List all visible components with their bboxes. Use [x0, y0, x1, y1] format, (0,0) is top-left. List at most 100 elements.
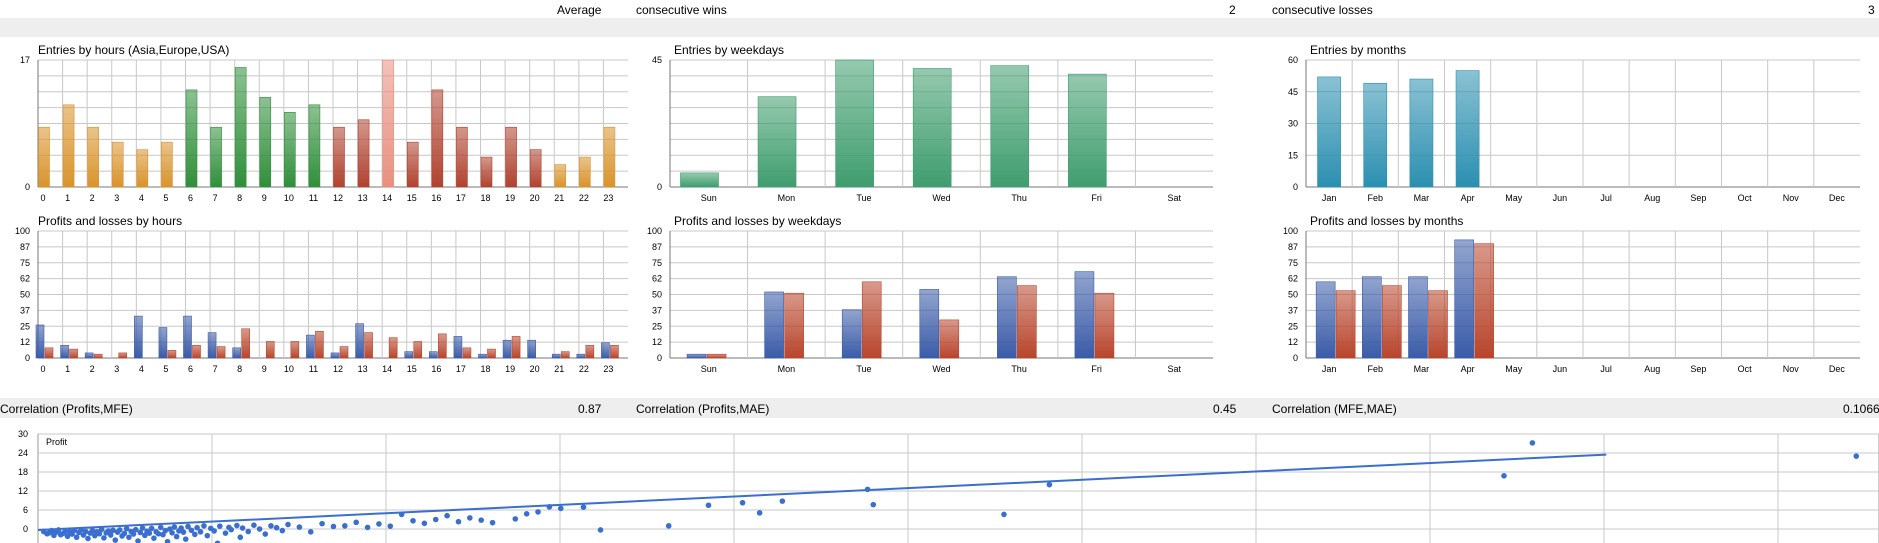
y-tick-label: 0: [25, 353, 30, 363]
bar: [357, 119, 370, 188]
x-tick-label: 0: [40, 364, 45, 374]
x-tick-label: Sep: [1690, 364, 1706, 374]
x-tick-label: Nov: [1783, 193, 1800, 203]
x-tick-label: 9: [262, 364, 267, 374]
loss-bar: [1382, 285, 1402, 359]
loss-bar: [339, 346, 349, 359]
bar: [835, 59, 874, 188]
x-tick-label: 10: [284, 193, 294, 203]
y-tick-label: 87: [1288, 242, 1298, 252]
y-tick-label: 100: [15, 226, 30, 236]
scatter-point: [262, 531, 269, 537]
bar: [185, 89, 198, 188]
scatter-point: [178, 525, 184, 531]
loss-bar: [462, 347, 472, 359]
loss-bar: [167, 350, 177, 359]
scatter-point: [285, 521, 291, 528]
x-tick-label: Sat: [1167, 364, 1181, 374]
bar: [308, 104, 321, 188]
scatter-point: [78, 526, 84, 533]
profit-bar: [1315, 281, 1336, 359]
scatter-point: [110, 527, 116, 534]
scatter-point: [48, 527, 55, 534]
loss-bar: [511, 336, 521, 359]
y-tick-label: 45: [1288, 87, 1298, 97]
bar: [603, 126, 616, 188]
x-tick-label: 8: [237, 364, 242, 374]
x-tick-label: May: [1505, 193, 1523, 203]
x-tick-label: Dec: [1829, 364, 1846, 374]
y-tick-label: 37: [1288, 305, 1298, 315]
x-tick-label: Aug: [1644, 364, 1660, 374]
loss-bar: [1474, 243, 1494, 359]
scatter-point: [151, 535, 157, 541]
profit-bar: [232, 347, 241, 359]
scatter-point: [739, 499, 746, 506]
y-tick-label: 87: [652, 242, 662, 252]
loss-bar: [315, 331, 324, 359]
scatter-point: [398, 511, 405, 518]
scatter-point: [201, 523, 207, 529]
bar: [1409, 78, 1434, 188]
y-tick-label: 75: [20, 258, 30, 268]
loss-bar: [438, 333, 447, 359]
y-tick-label: 24: [18, 448, 28, 458]
scatter-point: [211, 528, 217, 534]
scatter-point: [101, 535, 107, 541]
scatter-point: [164, 538, 171, 543]
x-tick-label: 11: [309, 193, 318, 203]
trend-line: [37, 453, 1607, 531]
scatter-point: [432, 516, 439, 523]
x-tick-label: Mon: [778, 364, 796, 374]
bar: [912, 68, 952, 188]
profit-bar: [355, 323, 364, 359]
loss-bar: [560, 351, 570, 359]
bar: [406, 141, 419, 188]
profit-bar: [158, 327, 168, 359]
bar: [284, 111, 296, 188]
y-tick-label: 100: [1283, 226, 1298, 236]
scatter-point: [148, 525, 155, 532]
loss-bar: [784, 292, 804, 359]
loss-bar: [290, 341, 300, 359]
loss-bar: [388, 337, 398, 359]
scatter-point: [228, 526, 234, 533]
scatter-point: [864, 486, 871, 493]
x-tick-label: 18: [480, 364, 490, 374]
x-tick-label: 3: [114, 364, 119, 374]
x-tick-label: 19: [505, 364, 515, 374]
x-tick-label: Jul: [1600, 364, 1612, 374]
profit-bar: [306, 334, 315, 359]
loss-bar: [413, 341, 423, 359]
profit-bar: [1362, 276, 1382, 359]
correlation-profits-mae-label: Correlation (Profits,MAE): [636, 402, 770, 416]
scatter-point: [117, 527, 123, 533]
entries_weekdays-title: Entries by weekdays: [674, 43, 784, 57]
profit-bar: [601, 342, 610, 359]
x-tick-label: 15: [407, 364, 417, 374]
x-tick-label: 6: [188, 193, 193, 203]
scatter-point: [222, 530, 229, 536]
pl_weekdays-title: Profits and losses by weekdays: [674, 214, 841, 228]
y-tick-label: 0: [1293, 182, 1298, 192]
y-tick-label: 60: [1288, 55, 1298, 65]
bar: [87, 126, 99, 188]
profit-bar: [183, 315, 192, 359]
y-tick-label: 12: [1288, 337, 1298, 347]
scatter-point: [192, 531, 198, 538]
x-tick-label: 7: [213, 364, 218, 374]
correlation-profits-mfe-value: 0.87: [578, 402, 602, 416]
scatter-point: [364, 524, 371, 531]
x-tick-label: 6: [188, 364, 193, 374]
x-tick-label: 16: [431, 193, 441, 203]
y-tick-label: 25: [1288, 321, 1298, 331]
loss-bar: [192, 344, 201, 359]
scatter-point: [135, 538, 141, 543]
x-tick-label: Sep: [1690, 193, 1706, 203]
scatter-point: [245, 528, 252, 535]
scatter-point: [1501, 473, 1507, 479]
profit-bar: [764, 291, 784, 359]
scatter-point: [467, 515, 473, 521]
loss-bar: [487, 348, 496, 359]
x-tick-label: Dec: [1829, 193, 1846, 203]
